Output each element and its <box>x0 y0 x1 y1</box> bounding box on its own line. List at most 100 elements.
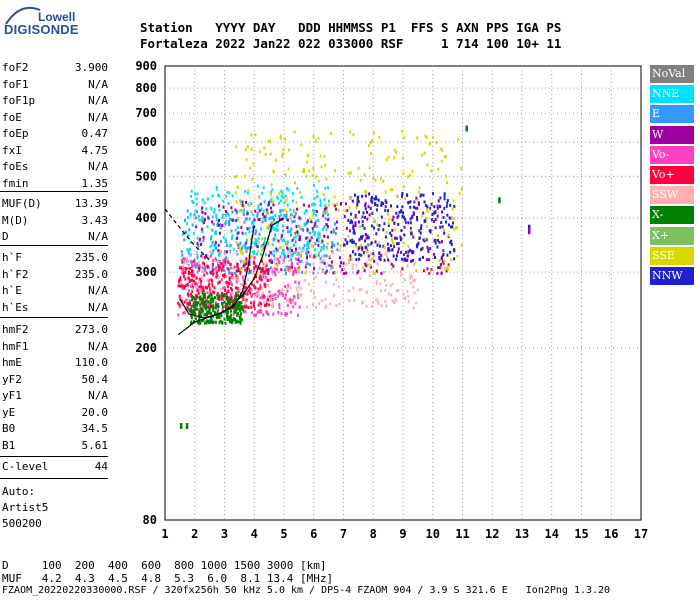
data-point <box>333 204 336 208</box>
data-point <box>439 196 442 200</box>
data-point <box>368 273 371 277</box>
data-point <box>228 278 231 281</box>
data-point <box>296 186 299 190</box>
data-point <box>328 264 331 268</box>
data-point <box>389 231 392 235</box>
param-he: h`E N/A <box>2 283 108 299</box>
data-point <box>365 262 368 266</box>
data-point <box>389 244 392 248</box>
data-point <box>280 236 283 240</box>
data-point <box>325 206 328 210</box>
data-point <box>194 216 197 220</box>
data-point <box>273 218 276 222</box>
data-point <box>228 213 230 217</box>
data-point <box>323 234 326 238</box>
data-point <box>212 259 215 263</box>
data-point <box>206 265 209 269</box>
data-point <box>340 261 343 265</box>
data-point <box>188 279 191 283</box>
data-point <box>342 261 345 265</box>
data-point <box>202 270 205 274</box>
data-point <box>200 279 203 283</box>
data-point <box>230 237 233 241</box>
data-point <box>226 295 229 299</box>
data-point <box>373 259 376 263</box>
data-point <box>332 228 335 232</box>
data-point <box>235 280 238 284</box>
data-point <box>428 271 431 275</box>
data-point <box>313 184 315 188</box>
isolated-point <box>179 423 183 430</box>
data-point <box>370 197 373 201</box>
data-point <box>211 284 214 288</box>
data-point <box>274 297 277 300</box>
data-point <box>214 306 217 310</box>
data-point <box>200 243 202 247</box>
y-tick-label: 600 <box>135 135 157 149</box>
data-point <box>210 305 213 308</box>
data-point <box>352 231 355 235</box>
data-point <box>382 228 385 232</box>
data-point <box>183 300 186 304</box>
data-point <box>276 221 279 225</box>
data-point <box>248 217 251 221</box>
data-point <box>331 241 334 245</box>
data-point <box>239 317 242 321</box>
data-point <box>320 255 323 259</box>
data-point <box>312 262 315 266</box>
data-point <box>181 284 184 288</box>
data-point <box>292 273 295 277</box>
data-point <box>253 242 256 246</box>
data-point <box>378 241 381 245</box>
data-point <box>237 243 239 247</box>
data-point <box>193 258 196 262</box>
trace-hf-trace <box>179 217 285 319</box>
data-point <box>200 319 203 323</box>
data-point <box>412 279 415 283</box>
data-point <box>261 266 264 270</box>
data-point <box>207 216 210 220</box>
data-point <box>296 289 299 293</box>
data-point <box>387 258 390 262</box>
data-point <box>311 174 314 177</box>
data-point <box>241 275 244 279</box>
param-value: 235.0 <box>74 251 108 264</box>
data-point <box>262 313 265 317</box>
data-point <box>223 300 226 304</box>
data-point <box>241 306 244 309</box>
data-point <box>248 226 251 230</box>
data-point <box>223 317 226 321</box>
data-point <box>211 263 214 266</box>
data-point <box>287 240 289 244</box>
x-tick-label: 9 <box>399 527 406 541</box>
data-point <box>194 299 197 303</box>
data-point <box>234 228 237 232</box>
data-point <box>313 197 316 200</box>
data-point <box>445 174 447 178</box>
data-point <box>317 179 320 183</box>
data-point <box>418 203 420 206</box>
data-point <box>234 317 237 321</box>
data-point <box>245 305 248 309</box>
data-point <box>201 230 204 234</box>
y-tick-label: 900 <box>135 59 157 73</box>
data-point <box>262 291 265 295</box>
data-point <box>404 297 407 301</box>
data-point <box>185 298 188 302</box>
data-point <box>195 282 198 286</box>
data-point <box>239 267 242 271</box>
data-point <box>253 313 256 317</box>
data-point <box>276 196 279 200</box>
data-point <box>177 301 180 305</box>
data-point <box>401 267 404 271</box>
data-point <box>195 301 198 305</box>
data-point <box>338 285 340 289</box>
data-point <box>313 224 316 228</box>
data-point <box>420 248 423 252</box>
data-point <box>244 190 247 193</box>
data-point <box>236 287 239 290</box>
data-point <box>317 231 320 235</box>
data-point <box>249 166 252 170</box>
data-point <box>268 303 271 307</box>
data-point <box>267 313 270 317</box>
